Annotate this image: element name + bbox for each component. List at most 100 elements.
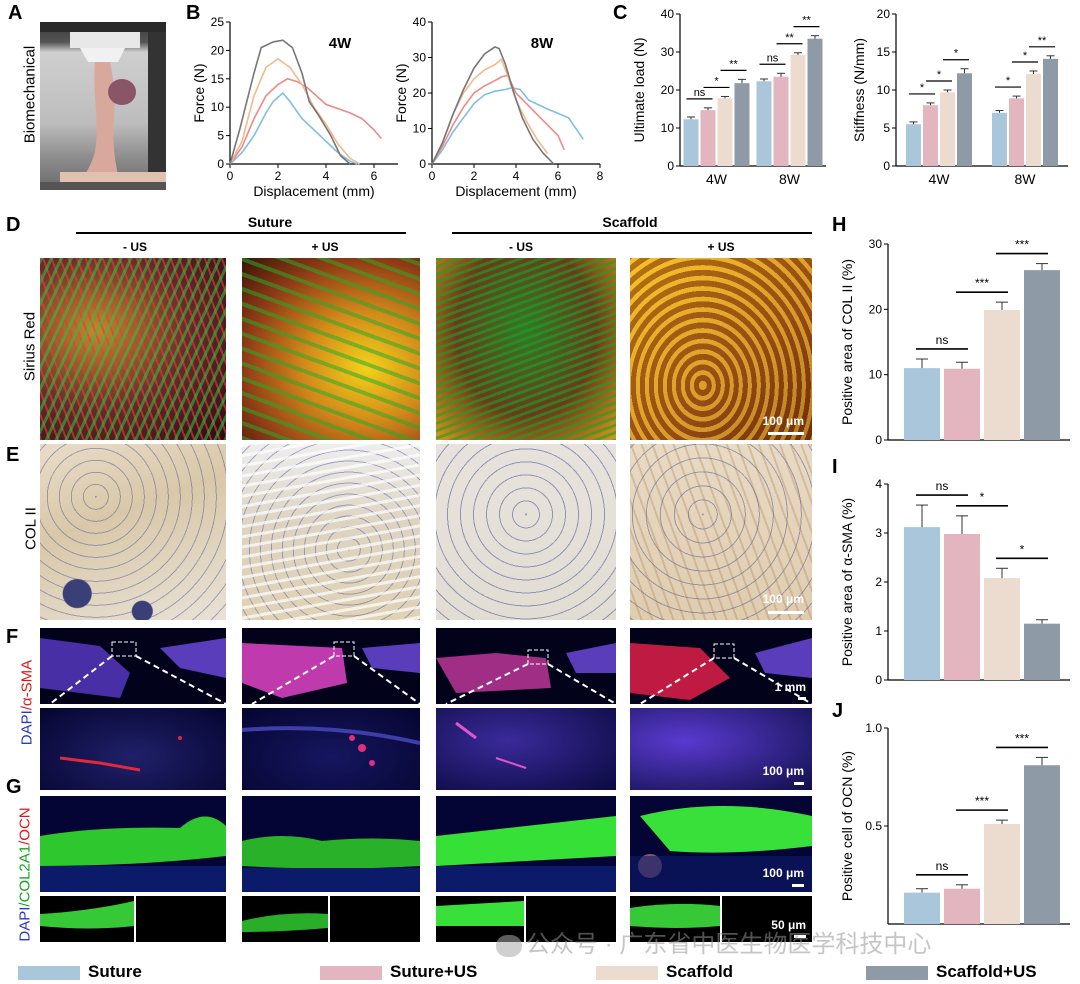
chart-j-ocn: 0.5 1.0 Positive cell of OCN (%) ns *** *** [839, 721, 1070, 925]
y-tick-label: 0 [875, 433, 882, 447]
col-scaffold-plus-us: + US [707, 240, 735, 254]
col-suture-plus-us: + US [311, 240, 339, 254]
scale-text: 50 μm [771, 918, 806, 932]
significance-label: ns [936, 479, 949, 493]
scale-bar [798, 697, 806, 700]
chart-b-8w: 0 10 20 30 40 Force (N) 0 2 4 6 8 Displacement (mm)… [393, 15, 604, 199]
dapi-text: DAPI [16, 906, 34, 942]
sirius-red-label: Sirius Red [21, 311, 39, 382]
sirius-red-suture-plus-us [242, 258, 420, 440]
y-tick-label: 1 [875, 624, 882, 638]
series-line-scaffold [229, 57, 361, 165]
y-tick-label: 15 [877, 45, 891, 59]
chart-h-col-ii: 0 10 20 30 Positive area of COL II (%) ns *** *… [839, 237, 1070, 447]
if-col2a1-green-4 [630, 896, 720, 942]
significance-label: * [920, 82, 925, 94]
y-axis-label: Force (N) [191, 63, 207, 122]
header-scaffold: Scaffold [602, 214, 658, 230]
bar-scaffold [1026, 74, 1041, 166]
significance-label: ns [767, 52, 779, 64]
scale-bar [768, 611, 804, 614]
y-tick-label: 40 [413, 15, 427, 29]
x-tick-label: 8W [1015, 171, 1037, 187]
x-tick-label: 6 [371, 169, 378, 183]
series-line-suture [229, 91, 358, 165]
bar-scaffold [790, 55, 806, 166]
y-tick-label: 30 [869, 237, 883, 251]
y-tick-label: 0 [419, 157, 426, 171]
legend-swatch [320, 966, 382, 980]
bar-scaffold_us [807, 38, 823, 167]
suture-rule [76, 232, 406, 234]
significance-label: ns [936, 859, 949, 873]
x-tick-label: 4 [323, 169, 330, 183]
biomechanical-label: Biomechanical [21, 45, 39, 144]
if-ocn-red-3 [526, 896, 616, 942]
bar-suture_us [944, 888, 980, 924]
y-tick-label: 5 [883, 121, 890, 135]
y-tick-label: 2 [875, 575, 882, 589]
header-suture: Suture [247, 214, 293, 230]
scale-text: 100 μm [762, 866, 804, 880]
significance-label: *** [1015, 731, 1029, 745]
series-line-suture_us [229, 77, 382, 165]
bar-suture_us [1009, 98, 1024, 166]
y-tick-label: 30 [661, 45, 675, 59]
if-asma-detail-3 [436, 708, 616, 790]
legend-label: Scaffold+US [936, 962, 1037, 981]
x-tick-label: 0 [429, 169, 436, 183]
dapi-col2a1-ocn-label: DAPI/COL2A1/OCN [17, 790, 34, 960]
significance-label: * [1006, 75, 1011, 87]
legend-swatch [866, 966, 928, 980]
y-tick-label: 20 [661, 83, 675, 97]
watermark-text: 公众号 · 广东省中医生物医学科技中心 [526, 931, 932, 958]
if-asma-detail-1 [40, 708, 226, 790]
y-tick-label: 3 [875, 526, 882, 540]
x-tick-label: 8 [597, 169, 604, 183]
series-line-suture_us [431, 74, 566, 165]
bar-scaffold [717, 98, 733, 166]
x-tick-label: 4W [706, 171, 728, 187]
panel-letter-b: B [186, 2, 201, 24]
legend-swatch [18, 966, 80, 980]
series-line-suture [431, 86, 584, 165]
col2a1-text: /COL2A1 [16, 844, 34, 907]
significance-label: *** [975, 276, 989, 290]
y-tick-label: 4 [875, 477, 882, 491]
chart-title: 4W [329, 35, 352, 52]
if-col2a1-main-2 [242, 796, 420, 892]
col-ii-suture-minus-us [40, 444, 226, 620]
scale-bar [794, 935, 806, 938]
y-tick-label: 20 [413, 86, 427, 100]
y-tick-label: 5 [217, 129, 224, 143]
bar-scaffold [984, 578, 1020, 680]
bar-scaffold_us [1024, 270, 1060, 440]
x-tick-label: 6 [555, 169, 562, 183]
y-tick-label: 40 [661, 8, 675, 21]
scale-text: 100 μm [762, 764, 804, 778]
y-axis-label: Stiffness (N/mm) [851, 38, 867, 142]
panel-letter-g: G [6, 776, 22, 798]
bar-suture_us [923, 105, 938, 166]
y-tick-label: 0.5 [865, 819, 882, 833]
bar-scaffold [940, 92, 955, 166]
scale-bar [768, 432, 804, 435]
col-ii-scaffold-minus-us [436, 444, 616, 620]
bar-scaffold_us [957, 73, 972, 166]
y-axis-label: Ultimate load (N) [631, 37, 647, 142]
biomechanical-photo [40, 22, 166, 190]
if-ocn-red-2 [330, 896, 420, 942]
x-tick-label: 8W [779, 171, 801, 187]
y-axis-label: Positive cell of OCN (%) [839, 751, 855, 901]
ocn-text: /OCN [16, 807, 34, 845]
col-ii-label: COL II [22, 507, 40, 550]
significance-label: ** [785, 32, 794, 44]
scaffold-rule [452, 232, 812, 234]
scale-bar [792, 884, 804, 887]
if-col2a1-green-2 [242, 896, 328, 942]
wechat-icon [496, 934, 522, 957]
significance-label: * [1020, 542, 1025, 556]
if-col2a1-main-1 [40, 796, 226, 892]
